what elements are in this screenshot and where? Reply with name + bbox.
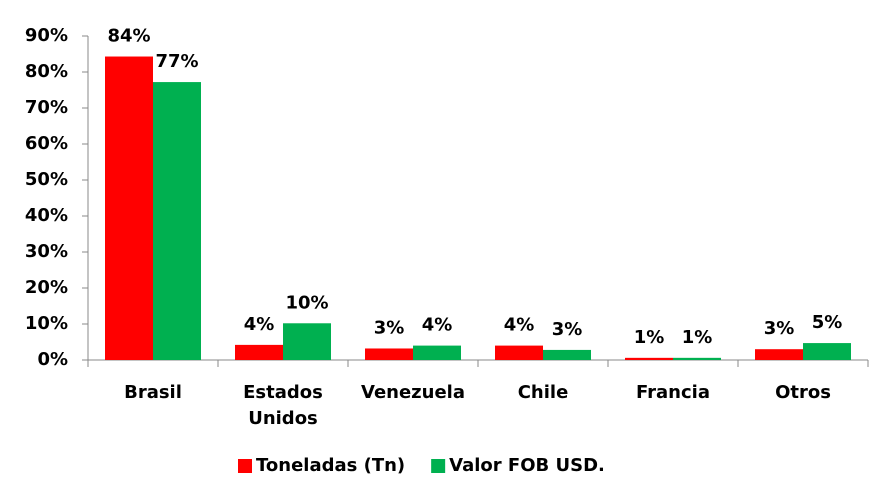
- data-label: 1%: [634, 327, 665, 348]
- y-tick-label: 80%: [25, 61, 68, 82]
- data-label: 4%: [504, 315, 535, 336]
- legend-label: Toneladas (Tn): [256, 455, 405, 476]
- bar: [365, 348, 413, 360]
- y-tick-label: 30%: [25, 241, 68, 262]
- bar: [283, 323, 331, 360]
- bar: [495, 345, 543, 360]
- data-label: 3%: [552, 319, 583, 340]
- bar: [803, 343, 851, 360]
- bar: [625, 357, 673, 360]
- x-tick-label: Brasil: [124, 382, 182, 403]
- y-tick-label: 20%: [25, 277, 68, 298]
- bar: [673, 357, 721, 360]
- y-tick-label: 40%: [25, 205, 68, 226]
- data-label: 3%: [374, 317, 405, 338]
- bar: [105, 56, 153, 361]
- legend-swatch: [238, 459, 252, 473]
- legend-label: Valor FOB USD.: [449, 455, 605, 476]
- x-tick-label: Otros: [775, 382, 831, 403]
- data-label: 3%: [764, 318, 795, 339]
- x-tick-label: Chile: [517, 382, 569, 403]
- bar: [413, 345, 461, 360]
- data-label: 1%: [682, 327, 713, 348]
- legend-swatch: [431, 459, 446, 473]
- bar: [543, 349, 591, 360]
- y-tick-label: 90%: [25, 25, 68, 46]
- bar: [235, 344, 283, 360]
- y-tick-label: 70%: [25, 97, 68, 118]
- x-tick-label: Francia: [636, 382, 710, 403]
- data-label: 84%: [107, 26, 150, 47]
- data-label: 77%: [155, 51, 198, 72]
- y-tick-label: 50%: [25, 169, 68, 190]
- bar: [755, 349, 803, 360]
- data-label: 4%: [244, 314, 275, 335]
- y-tick-label: 60%: [25, 133, 68, 154]
- data-label: 10%: [285, 292, 328, 313]
- x-tick-label: Venezuela: [361, 382, 465, 403]
- data-label: 4%: [422, 315, 453, 336]
- bar: [153, 82, 201, 360]
- y-tick-label: 10%: [25, 313, 68, 334]
- data-label: 5%: [812, 312, 843, 333]
- x-tick-label: Estados Unidos: [243, 382, 323, 429]
- y-tick-label: 0%: [37, 349, 68, 370]
